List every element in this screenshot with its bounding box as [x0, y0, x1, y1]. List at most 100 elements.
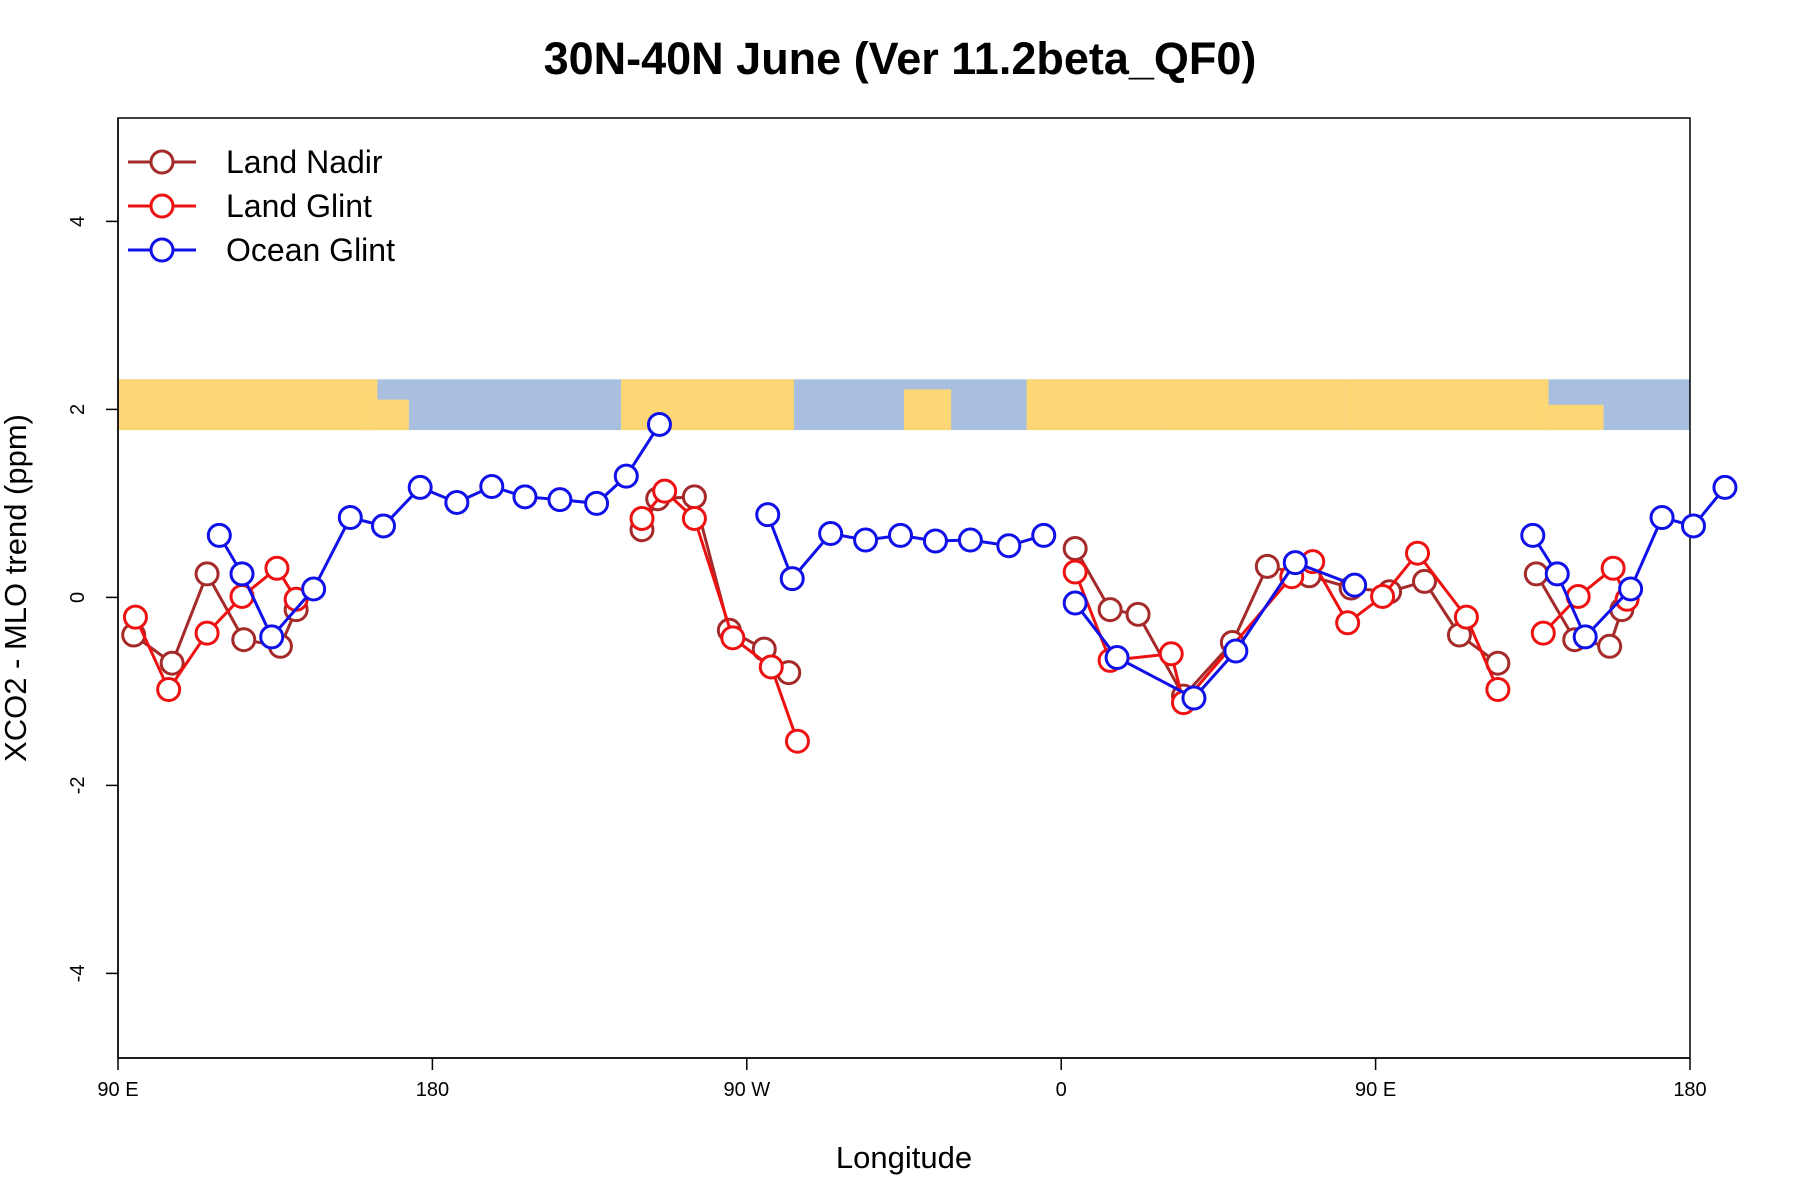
- legend-label-land-glint: Land Glint: [226, 188, 372, 224]
- series-land-glint-point-1-5: [784, 728, 810, 754]
- series-ocean-glint-point-1-6: [957, 527, 983, 553]
- series-land-glint-point-2-2: [1158, 641, 1184, 667]
- x-tick-label-3: 0: [1056, 1079, 1067, 1101]
- series-ocean-glint-point-2-5: [1342, 572, 1368, 598]
- series-ocean-glint-point-1-8: [1031, 522, 1057, 548]
- series-ocean-glint-point-1-2: [818, 520, 844, 546]
- series-ocean-glint-point-0-7: [444, 489, 470, 515]
- y-tick-label-1: -2: [67, 777, 89, 795]
- series-ocean-glint-point-0-9: [512, 484, 538, 510]
- series-ocean-glint-point-3-5: [1680, 513, 1706, 539]
- series-ocean-glint-point-0-4: [337, 505, 363, 530]
- y-axis-title: XCO2 - MLO trend (ppm): [0, 414, 33, 762]
- y-tick-label-2: 0: [67, 592, 89, 603]
- series-ocean-glint-point-0-2: [259, 624, 285, 650]
- series-ocean-glint-point-3-4: [1649, 505, 1675, 530]
- legend-marker-land-glint: [149, 193, 175, 219]
- series-ocean-glint-point-0-11: [584, 490, 610, 516]
- series-ocean-glint-point-3-2: [1572, 624, 1598, 650]
- map-band-land-4: [1026, 379, 1164, 431]
- series-ocean-glint-point-1-1: [779, 566, 805, 592]
- series-ocean-glint-point-1-3: [853, 527, 879, 553]
- series-land-glint-point-0-1: [156, 677, 182, 703]
- series-land-glint-point-1-4: [758, 654, 784, 680]
- series-land-glint-point-2-9: [1453, 604, 1479, 630]
- series-ocean-glint-point-1-7: [996, 533, 1022, 559]
- series-ocean-glint-point-3-3: [1618, 576, 1644, 602]
- series-ocean-glint-point-2-0: [1062, 590, 1088, 616]
- series-ocean-glint-point-0-6: [407, 474, 433, 500]
- series-ocean-glint-point-3-1: [1544, 561, 1570, 587]
- x-axis-title: Longitude: [836, 1140, 972, 1175]
- map-band-land-0: [118, 379, 378, 431]
- legend: Land Nadir Land Glint Ocean Glint: [128, 144, 395, 268]
- x-axis: 90 E 180 90 W 0 90 E 180: [97, 1057, 1707, 1101]
- map-band-land-7: [1540, 404, 1604, 431]
- series-land-nadir-point-0-2: [194, 561, 220, 587]
- series-land-nadir-point-0-1: [159, 650, 185, 676]
- series-ocean-glint-point-1-5: [922, 528, 948, 554]
- series-ocean-glint-point-0-3: [301, 576, 327, 602]
- series-land-glint-point-2-7: [1370, 583, 1396, 609]
- series-land-nadir-point-2-2: [1125, 601, 1151, 627]
- series-land-nadir-point-1-2: [681, 484, 707, 510]
- x-tick-label-5: 180: [1673, 1079, 1706, 1101]
- legend-label-ocean-glint: Ocean Glint: [226, 232, 395, 268]
- series-land-glint-point-1-3: [720, 625, 746, 651]
- series-ocean-glint-point-0-0: [206, 522, 232, 548]
- series-land-glint-point-2-10: [1485, 677, 1511, 703]
- series-land-nadir-point-2-9: [1412, 568, 1438, 594]
- legend-label-land-nadir: Land Nadir: [226, 144, 383, 180]
- series-ocean-glint-point-3-6: [1712, 474, 1738, 500]
- series-land-glint-point-2-8: [1405, 540, 1431, 566]
- series-ocean-glint-point-0-5: [370, 513, 396, 539]
- legend-marker-land-nadir: [149, 149, 175, 175]
- series-ocean-glint-point-2-1: [1104, 645, 1130, 671]
- series-land-glint-point-2-0: [1062, 559, 1088, 585]
- map-band: [118, 379, 1690, 431]
- series-ocean-glint-point-2-3: [1223, 638, 1249, 664]
- y-axis: -4 -2 0 2 4: [67, 118, 119, 1058]
- series-land-glint-point-0-0: [122, 604, 148, 630]
- x-tick-label-2: 90 W: [723, 1079, 770, 1101]
- series-ocean-glint-point-0-13: [646, 411, 672, 437]
- series-land-nadir-point-2-5: [1254, 553, 1280, 579]
- map-band-land-2: [621, 379, 794, 431]
- series-land-glint: [122, 478, 1640, 754]
- x-tick-label-4: 90 E: [1355, 1079, 1396, 1101]
- series-land-nadir-point-3-0: [1523, 561, 1549, 587]
- map-band-land-5: [1163, 379, 1345, 431]
- series-land-glint-point-0-4: [264, 555, 290, 581]
- series-land-glint-point-1-1: [652, 478, 678, 504]
- y-tick-label-0: -4: [67, 965, 89, 983]
- series-ocean-glint-point-3-0: [1520, 522, 1546, 548]
- series-land-glint-point-1-2: [681, 505, 707, 531]
- series-ocean-glint-point-0-10: [547, 487, 573, 513]
- series-ocean-glint-point-1-0: [755, 502, 781, 528]
- series-ocean-glint-point-0-12: [613, 463, 639, 489]
- series-land-nadir-point-2-1: [1097, 597, 1123, 623]
- map-band-land-1: [361, 399, 409, 431]
- chart-title: 30N-40N June (Ver 11.2beta_QF0): [544, 33, 1257, 84]
- series-ocean-glint-point-0-8: [479, 473, 505, 499]
- map-band-land-3: [904, 389, 952, 431]
- series-land-nadir-point-0-3: [231, 627, 257, 653]
- series-ocean-glint-point-0-1: [229, 561, 255, 587]
- series-land-glint-point-1-0: [629, 505, 655, 531]
- x-tick-label-1: 180: [416, 1079, 449, 1101]
- series-ocean-glint-point-2-2: [1181, 685, 1207, 711]
- series-ocean-glint-point-2-4: [1282, 550, 1308, 576]
- series-land-nadir-point-2-0: [1062, 536, 1088, 562]
- series-land-glint-point-3-0: [1530, 620, 1556, 646]
- series-land-nadir-point-3-2: [1597, 633, 1623, 659]
- series-ocean-glint: [206, 411, 1738, 711]
- series-land-glint-point-2-6: [1335, 610, 1361, 636]
- y-tick-label-4: 4: [67, 216, 89, 227]
- series-layer: [121, 411, 1738, 754]
- series-land-glint-point-3-2: [1600, 555, 1626, 581]
- y-tick-label-3: 2: [67, 404, 89, 415]
- legend-marker-ocean-glint: [149, 237, 175, 263]
- x-tick-label-0: 90 E: [97, 1079, 138, 1101]
